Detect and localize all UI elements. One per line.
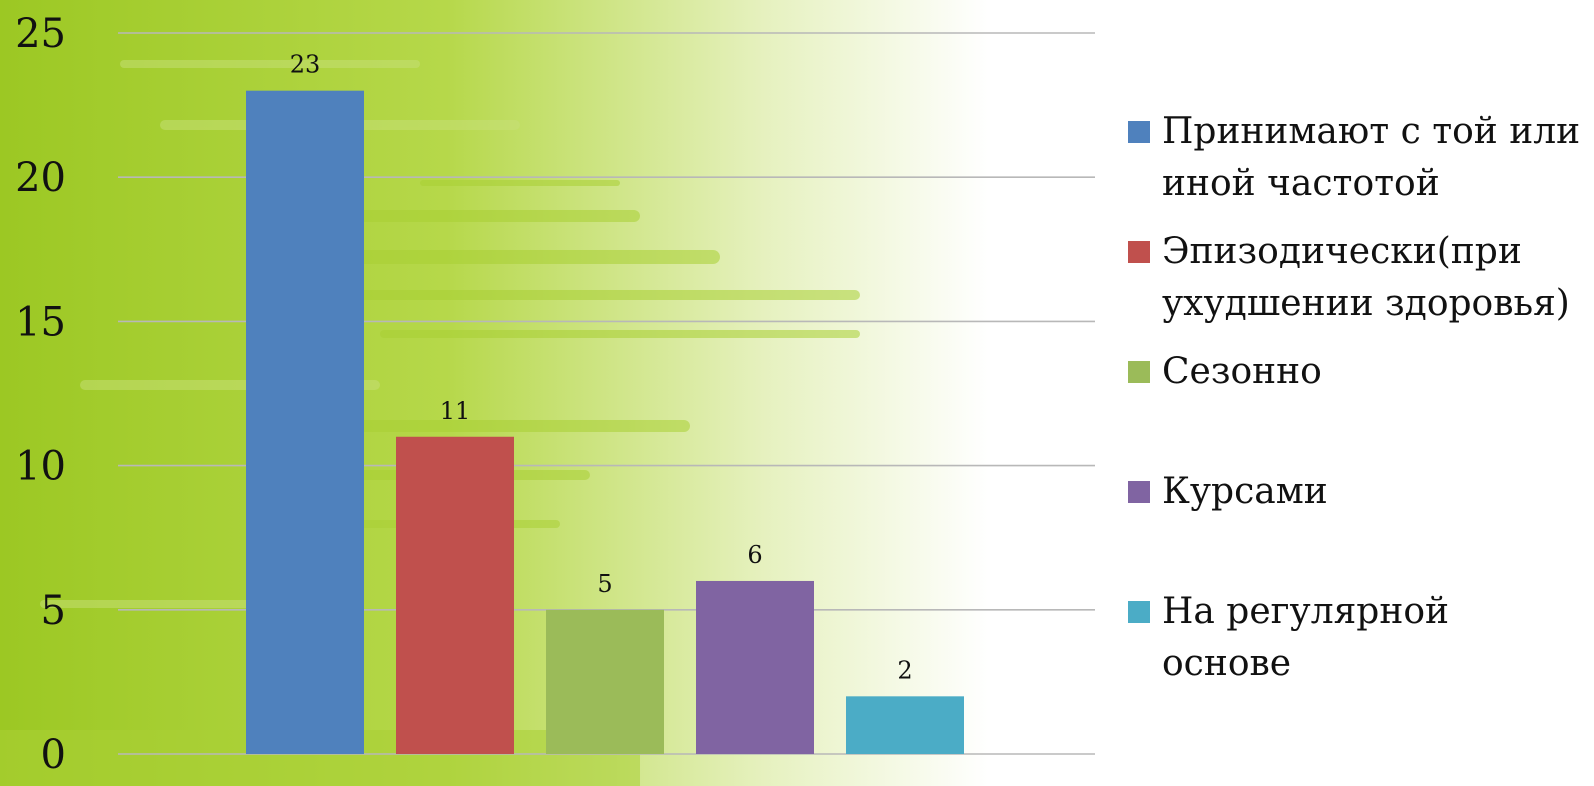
y-tick-label: 25 — [15, 11, 66, 57]
legend-swatch — [1128, 481, 1150, 503]
bar — [396, 436, 514, 754]
legend-item: Курсами — [1128, 466, 1588, 518]
y-tick-label: 15 — [15, 299, 66, 345]
legend-label: Эпизодически(при ухудшении здоровья) — [1162, 231, 1570, 324]
data-label: 6 — [747, 541, 762, 569]
legend-label: Сезонно — [1162, 351, 1322, 392]
y-tick-label: 20 — [15, 155, 66, 201]
legend-item: Сезонно — [1128, 346, 1588, 398]
bar — [846, 696, 964, 754]
data-labels: 23 11 5 6 2 — [290, 51, 913, 685]
data-label: 2 — [897, 656, 912, 684]
bar — [696, 580, 814, 754]
legend-swatch — [1128, 121, 1150, 143]
data-label: 5 — [597, 570, 612, 598]
legend-item: На регулярной основе — [1128, 586, 1588, 690]
y-tick-label: 10 — [15, 444, 66, 490]
legend-item: Принимают с той или иной частотой — [1128, 106, 1588, 210]
legend-swatch — [1128, 241, 1150, 263]
legend-label: На регулярной основе — [1162, 591, 1449, 684]
legend-label: Принимают с той или иной частотой — [1162, 111, 1581, 204]
bar — [546, 609, 664, 754]
legend-label: Курсами — [1162, 471, 1328, 512]
data-label: 11 — [440, 397, 471, 425]
y-tick-label: 5 — [41, 588, 66, 634]
y-tick-label: 0 — [41, 732, 66, 778]
legend-item: Эпизодически(при ухудшении здоровья) — [1128, 226, 1588, 330]
bars — [246, 90, 964, 755]
bar — [246, 90, 364, 755]
legend-swatch — [1128, 601, 1150, 623]
data-label: 23 — [290, 51, 321, 79]
legend-swatch — [1128, 361, 1150, 383]
y-axis-ticks: 0 5 10 15 20 25 — [15, 11, 66, 778]
